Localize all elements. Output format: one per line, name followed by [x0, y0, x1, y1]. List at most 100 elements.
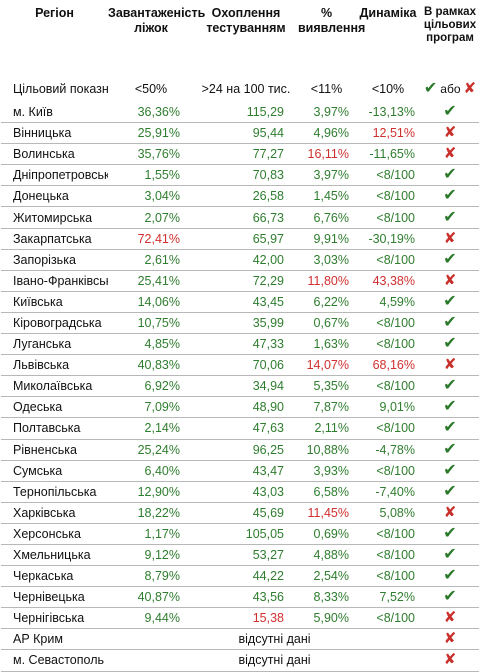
table-row: Харківська 18,22% 45,69 11,45% 5,08% ✘: [1, 502, 479, 524]
testing-cell: 35,99: [194, 312, 298, 335]
dynamics-cell: -30,19%: [355, 228, 421, 250]
region-name: Тернопільська: [1, 481, 108, 503]
testing-cell: 43,03: [194, 481, 298, 503]
bed-occupancy-cell: 12,90%: [108, 481, 194, 503]
testing-cell: 42,00: [194, 249, 298, 271]
bed-occupancy-cell: 18,22%: [108, 502, 194, 524]
check-icon: ✔: [443, 567, 457, 585]
cross-icon: ✘: [443, 503, 457, 521]
cross-icon: ✘: [443, 229, 457, 247]
bed-occupancy-cell: [108, 649, 194, 672]
cross-icon: ✘: [443, 630, 457, 648]
program-status-cell: ✘: [421, 270, 479, 292]
detection-cell: 11,80%: [298, 270, 355, 292]
detection-cell: 16,11%: [298, 143, 355, 166]
table-row: Кіровоградська 10,75% 35,99 0,67% <8/100 ✔: [1, 312, 479, 335]
detection-cell: 6,58%: [298, 481, 355, 503]
header-bed-occupancy: Завантаженість ліжок: [108, 6, 206, 35]
detection-cell: 0,69%: [298, 523, 355, 545]
program-status-cell: ✔: [421, 185, 479, 208]
detection-cell: 5,90%: [298, 607, 355, 630]
region-name: Закарпатська: [1, 228, 108, 250]
bed-occupancy-cell: 3,04%: [108, 185, 194, 208]
cross-icon: ✘: [443, 271, 457, 289]
region-name: Сумська: [1, 460, 108, 482]
program-status-cell: ✘: [421, 354, 479, 377]
table-row: Хмельницька 9,12% 53,27 4,88% <8/100 ✔: [1, 544, 479, 567]
detection-cell: 3,97%: [298, 164, 355, 187]
dynamics-cell: 5,08%: [355, 502, 421, 524]
dynamics-cell: <8/100: [355, 206, 421, 229]
check-icon: ✔: [443, 524, 457, 542]
bed-occupancy-cell: 7,09%: [108, 396, 194, 419]
dynamics-cell: -7,40%: [355, 481, 421, 503]
detection-cell: 4,88%: [298, 544, 355, 567]
table-row: Тернопільська 12,90% 43,03 6,58% -7,40% ✔: [1, 481, 479, 503]
bed-occupancy-cell: 1,55%: [108, 164, 194, 187]
table-row: Полтавська 2,14% 47,63 2,11% <8/100 ✔: [1, 417, 479, 440]
dynamics-cell: <8/100: [355, 312, 421, 335]
region-name: м. Севастополь: [1, 649, 108, 672]
bed-occupancy-cell: 35,76%: [108, 143, 194, 166]
detection-cell: 3,03%: [298, 249, 355, 271]
testing-cell: 96,25: [194, 439, 298, 461]
testing-cell: 77,27: [194, 143, 298, 166]
table-row: Чернігівська 9,44% 15,38 5,90% <8/100 ✘: [1, 607, 479, 630]
table-row: Дніпропетровська 1,55% 70,83 3,97% <8/100 ✔: [1, 164, 479, 187]
detection-cell: 4,96%: [298, 122, 355, 145]
detection-cell: 0,67%: [298, 312, 355, 335]
program-status-cell: ✘: [421, 649, 479, 672]
bed-occupancy-cell: 6,92%: [108, 375, 194, 398]
bed-occupancy-cell: 40,83%: [108, 354, 194, 377]
table-row: м. Київ 36,36% 115,29 3,97% -13,13% ✔: [1, 102, 479, 124]
detection-cell: 2,54%: [298, 565, 355, 588]
dynamics-cell: <8/100: [355, 333, 421, 356]
table-row: Луганська 4,85% 47,33 1,63% <8/100 ✔: [1, 333, 479, 356]
check-icon: ✔: [443, 588, 457, 606]
dynamics-cell: <8/100: [355, 185, 421, 208]
dynamics-cell: [355, 628, 421, 651]
dynamics-cell: 12,51%: [355, 122, 421, 145]
program-status-cell: ✘: [421, 228, 479, 250]
table-row: Черкаська 8,79% 44,22 2,54% <8/100 ✔: [1, 565, 479, 588]
testing-cell: 43,47: [194, 460, 298, 482]
dynamics-cell: -4,78%: [355, 439, 421, 461]
table-row: Львівська 40,83% 70,06 14,07% 68,16% ✘: [1, 354, 479, 377]
program-status-cell: ✔: [421, 417, 479, 440]
legend-or-text: або: [440, 82, 461, 96]
program-status-cell: ✔: [421, 565, 479, 588]
bed-occupancy-cell: 4,85%: [108, 333, 194, 356]
target-detection: <11%: [310, 82, 343, 96]
dynamics-cell: [355, 649, 421, 672]
table-row: Київська 14,06% 43,45 6,22% 4,59% ✔: [1, 291, 479, 313]
dynamics-cell: -13,13%: [355, 102, 421, 124]
program-status-cell: ✔: [421, 333, 479, 356]
target-dynamics: <10%: [371, 82, 405, 96]
dynamics-cell: 4,59%: [355, 291, 421, 313]
cross-icon: ✘: [443, 356, 457, 374]
table-row: Житомирська 2,07% 66,73 6,76% <8/100 ✔: [1, 206, 479, 229]
absent-data-cell: відсутні дані: [194, 649, 355, 672]
testing-cell: 45,69: [194, 502, 298, 524]
testing-cell: 53,27: [194, 544, 298, 567]
table-row: Чернівецька 40,87% 43,56 8,33% 7,52% ✔: [1, 586, 479, 609]
region-name: Івано-Франківська: [1, 270, 108, 292]
bed-occupancy-cell: 9,12%: [108, 544, 194, 567]
program-status-cell: ✔: [421, 396, 479, 419]
dynamics-cell: <8/100: [355, 460, 421, 482]
program-status-cell: ✔: [421, 312, 479, 335]
dynamics-cell: 43,38%: [355, 270, 421, 292]
testing-cell: 47,33: [194, 333, 298, 356]
region-name: Хмельницька: [1, 544, 108, 567]
dynamics-cell: <8/100: [355, 544, 421, 567]
program-status-cell: ✔: [421, 102, 479, 124]
region-name: Рівненська: [1, 439, 108, 461]
detection-cell: 3,97%: [298, 102, 355, 124]
cross-icon: ✘: [463, 80, 477, 97]
testing-cell: 43,45: [194, 291, 298, 313]
table-row: Івано-Франківська 25,41% 72,29 11,80% 43,38%…: [1, 270, 479, 292]
check-icon: ✔: [423, 80, 438, 97]
check-icon: ✔: [443, 250, 457, 268]
program-status-cell: ✔: [421, 375, 479, 398]
program-status-cell: ✘: [421, 143, 479, 166]
